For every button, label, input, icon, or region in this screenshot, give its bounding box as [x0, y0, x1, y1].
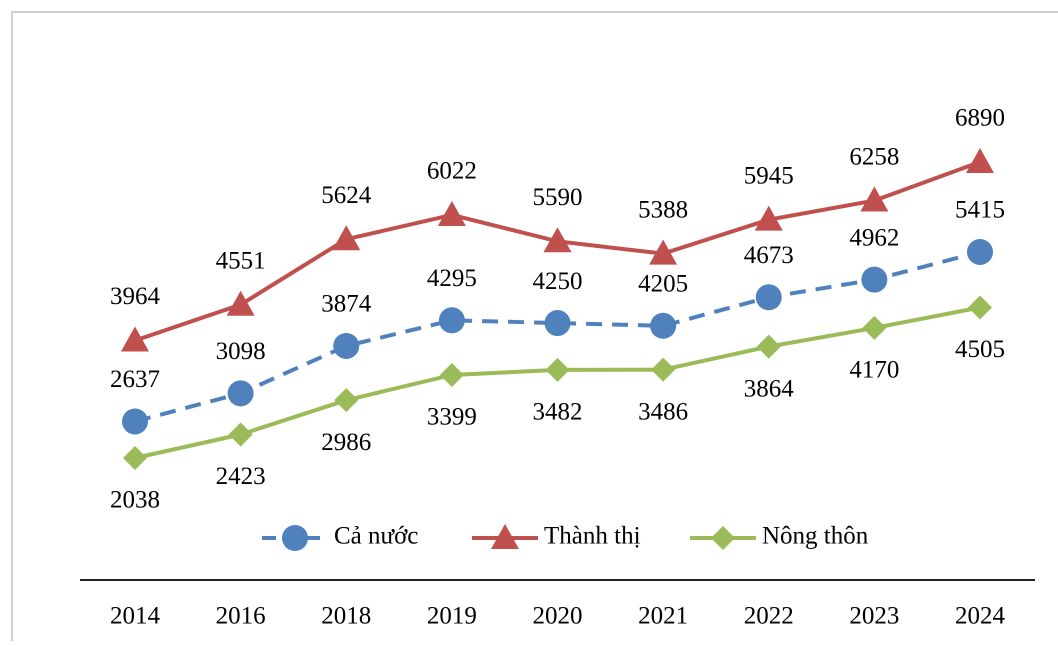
x-tick-label: 2018 — [321, 603, 371, 630]
data-label: 5415 — [955, 197, 1005, 224]
data-label: 4250 — [533, 268, 583, 295]
marker — [755, 284, 782, 311]
data-label: 4205 — [638, 271, 688, 298]
data-label: 4170 — [849, 357, 899, 384]
data-label: 2637 — [110, 366, 160, 393]
x-tick-label: 2019 — [427, 603, 477, 630]
marker — [754, 205, 783, 231]
data-label: 3964 — [110, 283, 161, 310]
x-tick-label: 2020 — [533, 603, 583, 630]
x-tick-label: 2021 — [638, 603, 688, 630]
data-label: 3874 — [321, 291, 372, 318]
legend-marker — [282, 525, 308, 551]
frame — [11, 11, 1058, 646]
x-tick-label: 2016 — [216, 603, 266, 630]
marker — [121, 326, 149, 352]
marker — [123, 446, 147, 470]
data-label: 4673 — [744, 242, 794, 269]
marker — [649, 239, 678, 265]
data-label: 4295 — [427, 265, 477, 292]
legend-label: Cả nước — [334, 523, 418, 550]
marker — [334, 388, 359, 413]
data-label: 2423 — [216, 463, 266, 490]
data-label: 5590 — [533, 184, 583, 211]
marker — [756, 334, 781, 359]
marker — [122, 408, 148, 435]
data-label: 3482 — [533, 399, 583, 426]
data-label: 4505 — [955, 336, 1005, 363]
data-label: 2986 — [321, 429, 371, 456]
x-tick-label: 2022 — [744, 603, 794, 630]
data-label: 6022 — [427, 158, 477, 185]
data-label: 4962 — [849, 224, 899, 251]
data-label: 3486 — [638, 398, 688, 425]
x-tick-label: 2024 — [955, 603, 1006, 630]
marker — [333, 332, 360, 359]
marker — [861, 266, 888, 293]
marker — [227, 380, 254, 407]
marker — [966, 148, 994, 173]
marker — [651, 357, 676, 382]
marker — [968, 295, 992, 320]
legend-label: Nông thôn — [762, 523, 869, 550]
data-label: 3399 — [427, 404, 477, 431]
legend-marker — [491, 524, 519, 549]
legend-label: Thành thị — [544, 523, 641, 550]
data-label: 4551 — [216, 247, 266, 274]
marker — [543, 227, 572, 253]
marker — [545, 357, 570, 382]
marker — [439, 362, 464, 387]
marker — [860, 186, 889, 212]
legend-marker — [711, 526, 735, 550]
data-label: 5624 — [321, 182, 372, 209]
marker — [544, 310, 571, 337]
marker — [967, 238, 993, 265]
marker — [438, 307, 465, 334]
marker — [862, 315, 887, 340]
marker — [228, 422, 253, 447]
data-label: 3864 — [744, 375, 795, 402]
data-label: 6890 — [955, 105, 1005, 132]
data-label: 2038 — [110, 487, 160, 514]
marker — [650, 312, 677, 339]
data-label: 5945 — [744, 162, 794, 189]
marker — [226, 290, 255, 316]
marker — [437, 200, 466, 226]
marker — [332, 225, 361, 251]
x-tick-label: 2014 — [110, 603, 161, 630]
data-label: 5388 — [638, 196, 688, 223]
data-label: 6258 — [849, 143, 899, 170]
data-label: 3098 — [216, 338, 266, 365]
x-tick-label: 2023 — [849, 603, 899, 630]
